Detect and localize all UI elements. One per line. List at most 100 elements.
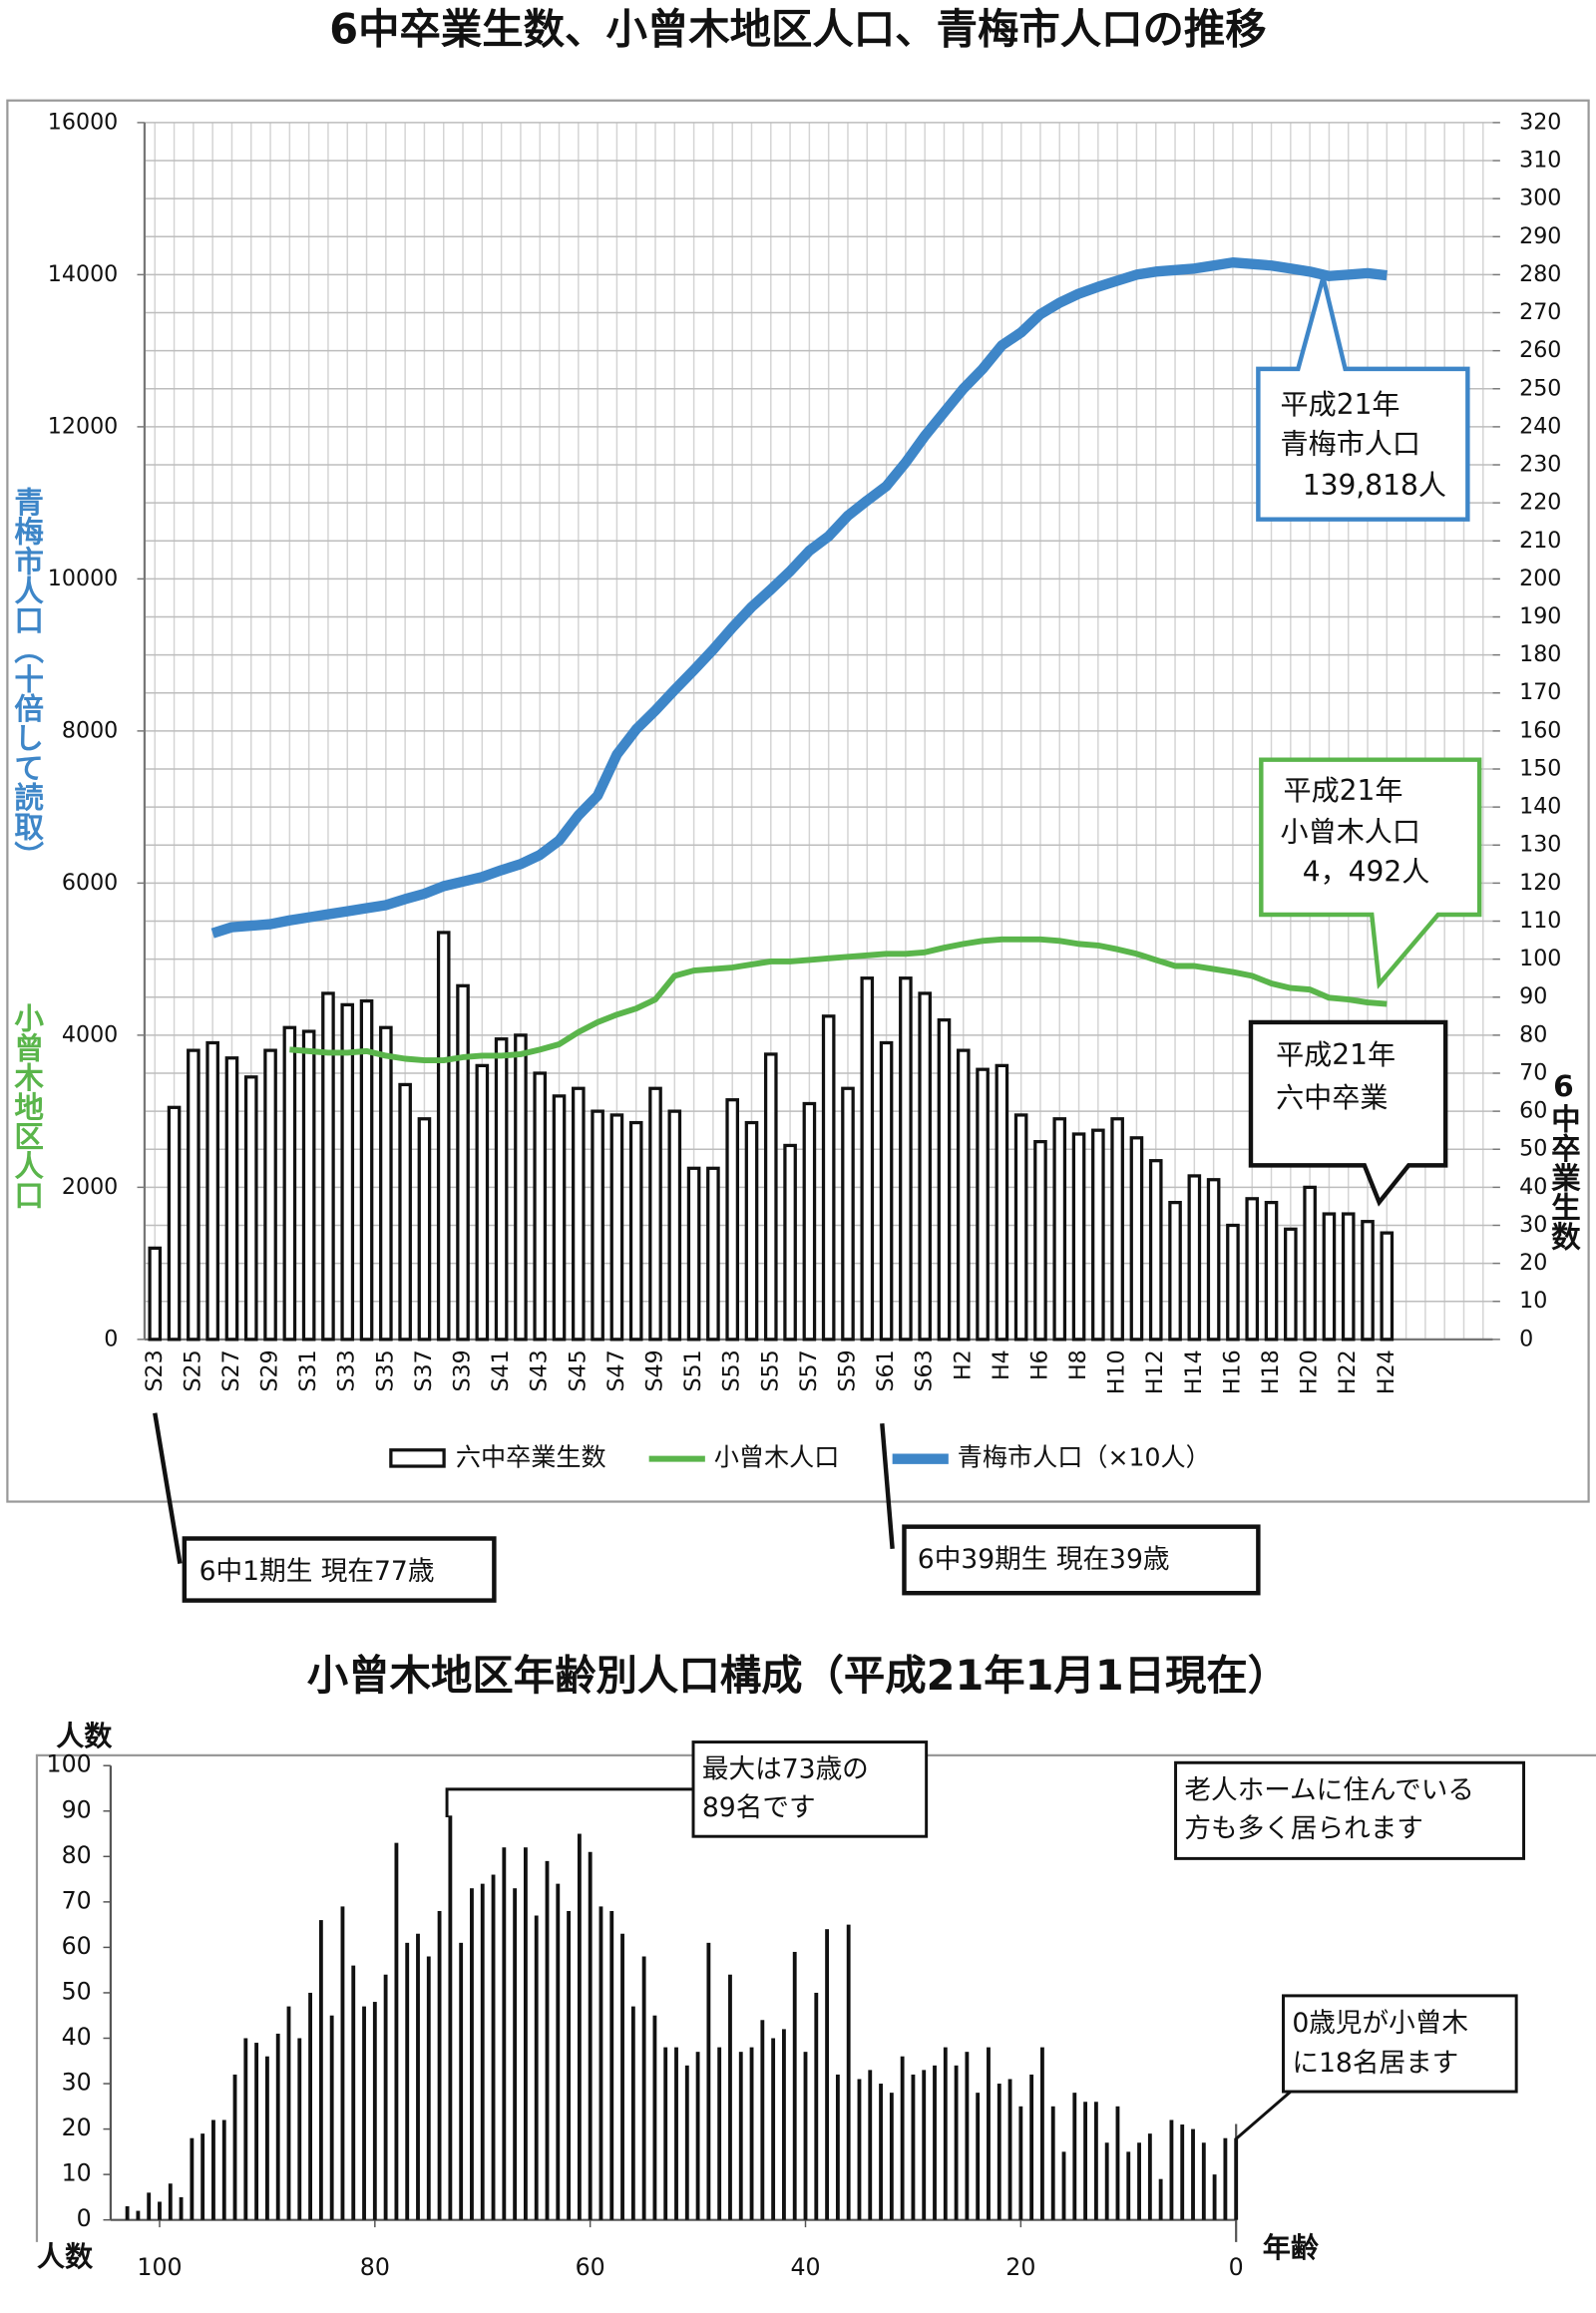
y2-tick-label: 20	[1519, 1250, 1547, 1276]
y-tick-label: 90	[62, 1795, 92, 1823]
bar	[782, 2029, 786, 2220]
bar	[997, 2084, 1001, 2220]
y-tick-label: 40	[62, 2023, 92, 2051]
bar	[1234, 2137, 1239, 2220]
callout-line	[1235, 2090, 1292, 2140]
callout-text: 6中1期生 現在77歳	[200, 1556, 435, 1587]
bar	[1226, 1223, 1240, 1342]
bar	[725, 1098, 739, 1342]
bar	[954, 2065, 959, 2220]
x-tick-label: H12	[1142, 1349, 1168, 1394]
bar	[470, 1888, 474, 2220]
x-tick-label: 20	[1005, 2253, 1035, 2281]
y2-tick-label: 0	[1519, 1326, 1533, 1351]
x-tick-label: H14	[1181, 1349, 1207, 1394]
bar	[738, 2052, 743, 2220]
bar	[200, 2133, 205, 2220]
callout-line	[445, 1787, 694, 1817]
bar	[609, 1113, 624, 1342]
bar	[879, 2084, 883, 2220]
x-tick-label: S51	[680, 1349, 706, 1391]
bar	[1129, 1136, 1144, 1342]
bar	[1083, 2102, 1088, 2220]
bar	[1303, 1185, 1317, 1342]
bar	[1223, 2137, 1228, 2220]
bar	[502, 1847, 507, 2220]
bar	[728, 1974, 732, 2220]
x-tick-label: H6	[1026, 1349, 1052, 1380]
bar	[1018, 2106, 1023, 2220]
bar	[383, 1974, 388, 2220]
callout-box	[1282, 1994, 1518, 2094]
y2-tick-label: 250	[1519, 375, 1561, 401]
x-tick-label: S33	[334, 1349, 360, 1391]
x-tick-label: S55	[757, 1349, 783, 1391]
bar	[125, 2206, 130, 2220]
x-tick-label: 60	[576, 2253, 605, 2281]
y-tick-label: 14000	[48, 261, 119, 287]
y-tick-label: 80	[62, 1841, 92, 1869]
bar	[264, 2056, 269, 2220]
bar	[1169, 2120, 1174, 2220]
bar	[254, 2043, 259, 2220]
x-tick-label: S47	[603, 1349, 629, 1391]
bar	[398, 1082, 412, 1342]
y2-tick-label: 280	[1519, 261, 1561, 287]
bar	[686, 1166, 701, 1342]
y-tick-label: 50	[62, 1977, 92, 2005]
bar	[771, 2038, 776, 2220]
y-tick-label: 2000	[62, 1174, 118, 1200]
y2-tick-label: 200	[1519, 566, 1561, 591]
x-tick-label: S25	[180, 1349, 205, 1391]
callout-text: 平成21年 青梅市人口 139,818人	[1281, 388, 1446, 502]
bar	[158, 2201, 162, 2220]
callout-line-text: 89名です	[702, 1792, 816, 1823]
bar	[534, 1915, 539, 2220]
bar	[362, 2006, 366, 2220]
bar	[372, 2002, 377, 2220]
x-tick-label: S45	[565, 1349, 591, 1391]
bar	[282, 1025, 297, 1342]
x-axis-label: 年齢	[1263, 2231, 1320, 2264]
bar	[868, 2070, 873, 2220]
bar	[744, 1120, 759, 1342]
bar	[211, 2120, 215, 2220]
y2-tick-label: 90	[1519, 983, 1547, 1009]
bar	[1380, 1231, 1395, 1342]
bar	[1061, 2151, 1066, 2220]
bar	[1093, 2102, 1098, 2220]
bar	[1104, 2142, 1109, 2220]
y2-tick-label: 60	[1519, 1098, 1547, 1124]
bar	[494, 1037, 509, 1342]
bar	[475, 1063, 490, 1342]
y2-tick-label: 150	[1519, 756, 1561, 782]
bar	[933, 2065, 937, 2220]
x-tick-label: 80	[360, 2253, 390, 2281]
callout-line-text: 平成21年	[1281, 388, 1400, 421]
bar	[394, 1842, 399, 2220]
y-tick-label: 10	[62, 2159, 92, 2187]
y2-tick-label: 290	[1519, 223, 1561, 249]
callout-text: 0歳児が小曾木 に18名居ます	[1292, 2008, 1476, 2079]
y2-tick-label: 170	[1519, 679, 1561, 705]
y2-tick-label: 300	[1519, 186, 1561, 211]
bar	[1201, 2142, 1206, 2220]
bar	[456, 983, 470, 1342]
bar	[814, 1992, 819, 2220]
bar	[513, 1888, 518, 2220]
y-tick-label: 0	[77, 2204, 92, 2232]
bar	[1033, 1139, 1047, 1342]
bar	[706, 1166, 720, 1342]
y-tick-label: 30	[62, 2069, 92, 2097]
x-tick-label: S61	[873, 1349, 899, 1391]
bar	[437, 1910, 442, 2220]
bar	[1071, 1132, 1086, 1342]
bar	[221, 2120, 226, 2220]
bar	[1126, 2151, 1131, 2220]
x-tick-label: S49	[642, 1349, 668, 1391]
bar	[329, 2015, 334, 2220]
callout-text: 最大は73歳の 89名です	[702, 1753, 877, 1822]
bar	[321, 991, 335, 1342]
y-tick-label: 8000	[62, 717, 118, 743]
